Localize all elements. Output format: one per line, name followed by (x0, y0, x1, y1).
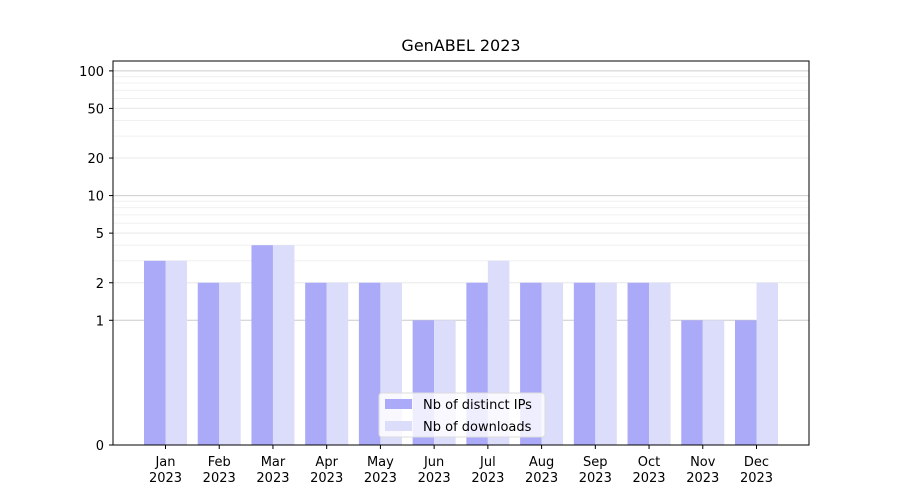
x-tick-label-month: Nov (690, 455, 716, 470)
x-tick-label-year: 2023 (471, 471, 504, 486)
legend-swatch (385, 399, 412, 409)
x-tick-label-month: Oct (638, 455, 660, 470)
bar-distinct-ips (627, 282, 650, 445)
y-tick-label: 2 (96, 277, 104, 292)
x-tick-label-year: 2023 (632, 471, 665, 486)
bar-downloads (756, 282, 778, 445)
chart-title: GenABEL 2023 (401, 36, 520, 55)
bar-distinct-ips (144, 260, 166, 445)
legend-label: Nb of downloads (423, 420, 532, 435)
x-tick-label-year: 2023 (256, 471, 289, 486)
bar-distinct-ips (681, 320, 703, 445)
y-tick-label: 50 (87, 102, 104, 117)
x-tick-label-month: Aug (529, 455, 554, 470)
bar-distinct-ips (358, 282, 381, 445)
plot-frame (112, 60, 810, 446)
bar-distinct-ips (735, 320, 757, 445)
bar-distinct-ips (573, 282, 596, 445)
x-tick-label-year: 2023 (686, 471, 719, 486)
x-tick-label-month: Feb (208, 455, 231, 470)
bar-distinct-ips (305, 282, 327, 445)
x-tick-label-year: 2023 (418, 471, 451, 486)
bar-distinct-ips (251, 245, 273, 445)
x-tick-label-month: Jun (423, 455, 444, 470)
bar-downloads (326, 282, 349, 445)
x-tick-label-year: 2023 (364, 471, 397, 486)
x-tick-label-month: Jan (154, 455, 175, 470)
bar-downloads (541, 282, 564, 445)
x-tick-label-year: 2023 (310, 471, 343, 486)
y-tick-label: 10 (87, 190, 104, 205)
y-tick-label: 20 (87, 152, 104, 167)
legend-box (378, 392, 546, 438)
x-tick-label-year: 2023 (525, 471, 558, 486)
bar-downloads (595, 282, 617, 445)
y-tick-label: 0 (96, 439, 104, 454)
x-tick-label-year: 2023 (149, 471, 182, 486)
x-tick-label-year: 2023 (579, 471, 612, 486)
x-tick-label-year: 2023 (203, 471, 236, 486)
legend-swatch (385, 421, 412, 431)
y-axis: 0 1 2 5 10 20 50 100 (79, 65, 113, 454)
x-tick-label-month: Apr (315, 455, 338, 470)
x-tick-label-year: 2023 (740, 471, 773, 486)
x-tick-label-month: Jul (479, 455, 496, 470)
y-tick-label: 1 (96, 314, 104, 329)
x-tick-label-month: Dec (744, 455, 769, 470)
x-tick-label-month: Sep (583, 455, 608, 470)
legend-label: Nb of distinct IPs (423, 398, 532, 413)
bar-downloads (165, 260, 187, 445)
legend: Nb of distinct IPs Nb of downloads (378, 392, 546, 438)
x-tick-label-month: May (367, 455, 394, 470)
y-tick-label: 100 (79, 65, 104, 80)
bar-downloads (702, 320, 725, 445)
bar-downloads (649, 282, 671, 445)
x-tick-label-month: Mar (261, 455, 286, 470)
bar-downloads (272, 245, 295, 445)
bar-distinct-ips (197, 282, 220, 445)
y-tick-label: 5 (96, 227, 104, 242)
x-axis: Jan2023Feb2023Mar2023Apr2023May2023Jun20… (149, 445, 773, 486)
bar-downloads (219, 282, 241, 445)
